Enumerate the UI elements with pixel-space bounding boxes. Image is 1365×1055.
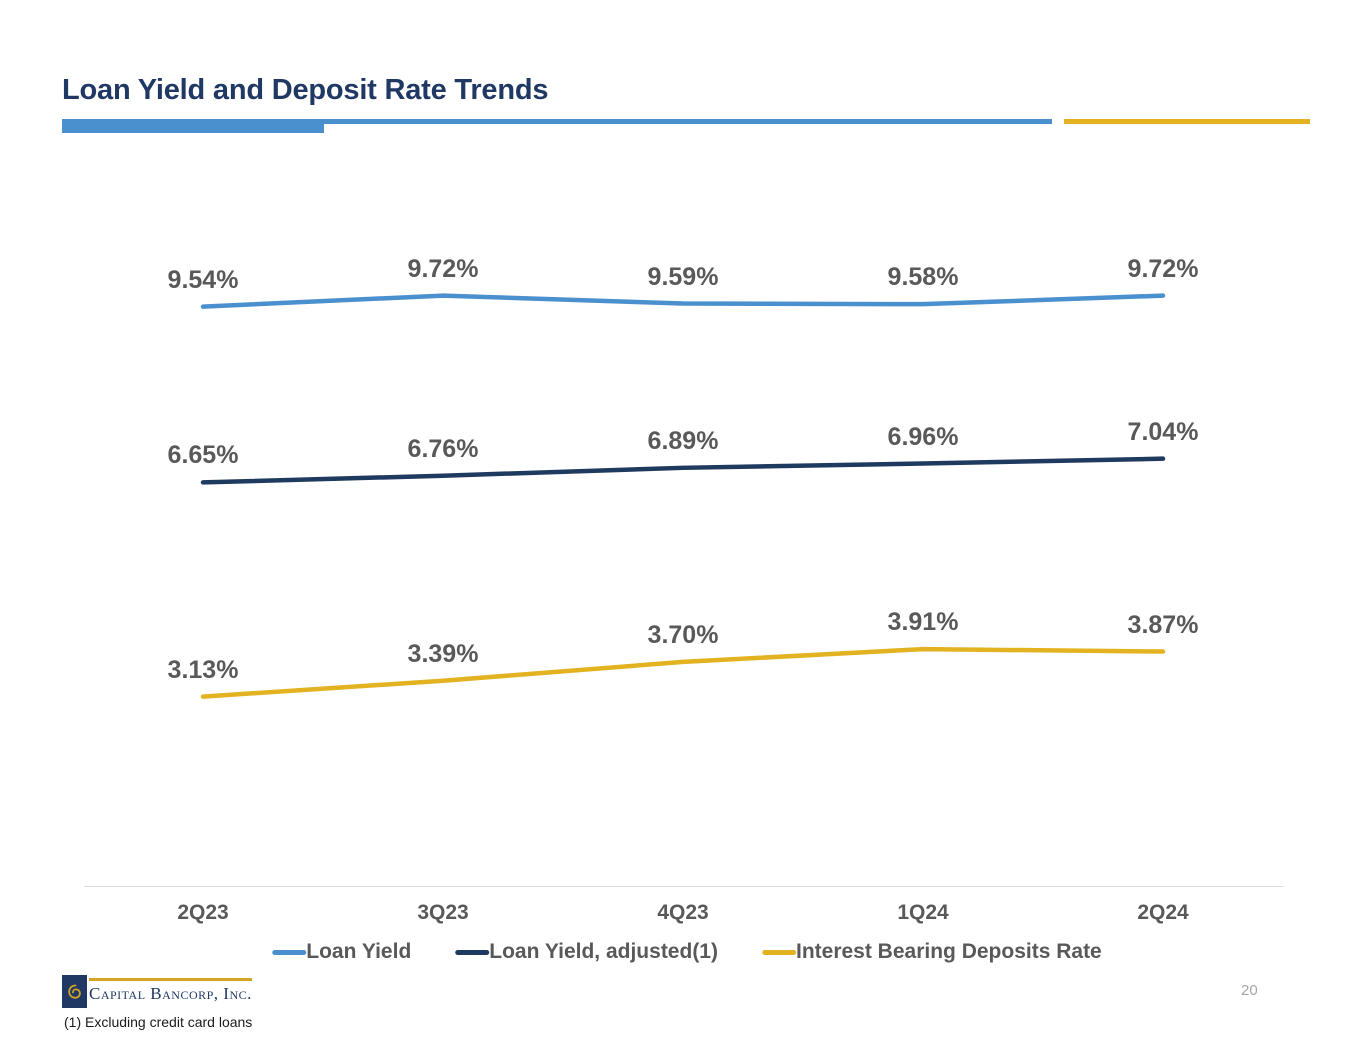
data-label-series2-pt2: 3.70% <box>647 620 719 649</box>
data-label-series0-pt1: 9.72% <box>407 254 479 283</box>
data-label-series0-pt0: 9.54% <box>167 265 239 294</box>
series-line-2 <box>200 646 1166 699</box>
legend-item-2: Interest Bearing Deposits Rate <box>761 940 1102 964</box>
page-number: 20 <box>1241 982 1258 999</box>
capital-bancorp-logo: Capital Bancorp, Inc. <box>62 975 252 1008</box>
data-label-series1-pt0: 6.65% <box>167 441 239 470</box>
data-label-series0-pt4: 9.72% <box>1127 254 1199 283</box>
data-label-series1-pt1: 6.76% <box>407 434 479 463</box>
title-underline-thin-gold <box>1064 119 1310 124</box>
title-underline-thin-blue <box>324 119 1052 124</box>
footnote: (1) Excluding credit card loans <box>64 1014 253 1030</box>
legend-marker-icon <box>272 949 307 955</box>
data-label-series2-pt0: 3.13% <box>167 655 239 684</box>
data-label-series1-pt3: 6.96% <box>887 422 959 451</box>
data-label-series1-pt2: 6.89% <box>647 426 719 455</box>
x-tick-4q23: 4Q23 <box>657 901 709 924</box>
x-tick-1q24: 1Q24 <box>897 901 949 924</box>
chart-legend: Loan Yield Loan Yield, adjusted(1) Interes… <box>272 940 1102 964</box>
data-label-series0-pt3: 9.58% <box>887 263 959 292</box>
x-tick-2q24: 2Q24 <box>1137 901 1189 924</box>
x-tick-3q23: 3Q23 <box>417 901 469 924</box>
data-label-series2-pt1: 3.39% <box>407 639 479 668</box>
legend-marker-icon <box>761 949 796 955</box>
data-label-series0-pt2: 9.59% <box>647 262 719 291</box>
logo-gold-rule <box>89 978 252 981</box>
page-title: Loan Yield and Deposit Rate Trends <box>62 74 549 106</box>
legend-label: Loan Yield, adjusted(1) <box>489 940 718 963</box>
legend-label: Interest Bearing Deposits Rate <box>795 940 1102 963</box>
logo-text: Capital Bancorp, Inc. <box>89 983 252 1003</box>
data-label-series1-pt4: 7.04% <box>1127 417 1199 446</box>
data-label-series2-pt4: 3.87% <box>1127 610 1199 639</box>
series-line-1 <box>200 456 1166 485</box>
logo-swirl-icon <box>62 975 87 1008</box>
series-line-0 <box>200 293 1166 309</box>
x-tick-2q23: 2Q23 <box>177 901 229 924</box>
legend-item-0: Loan Yield <box>272 940 411 964</box>
legend-marker-icon <box>455 949 490 955</box>
legend-item-1: Loan Yield, adjusted(1) <box>455 940 718 964</box>
data-label-series2-pt3: 3.91% <box>887 608 959 637</box>
title-underline-thick-blue <box>62 119 324 133</box>
legend-label: Loan Yield <box>306 940 412 963</box>
x-axis-line <box>84 886 1283 887</box>
